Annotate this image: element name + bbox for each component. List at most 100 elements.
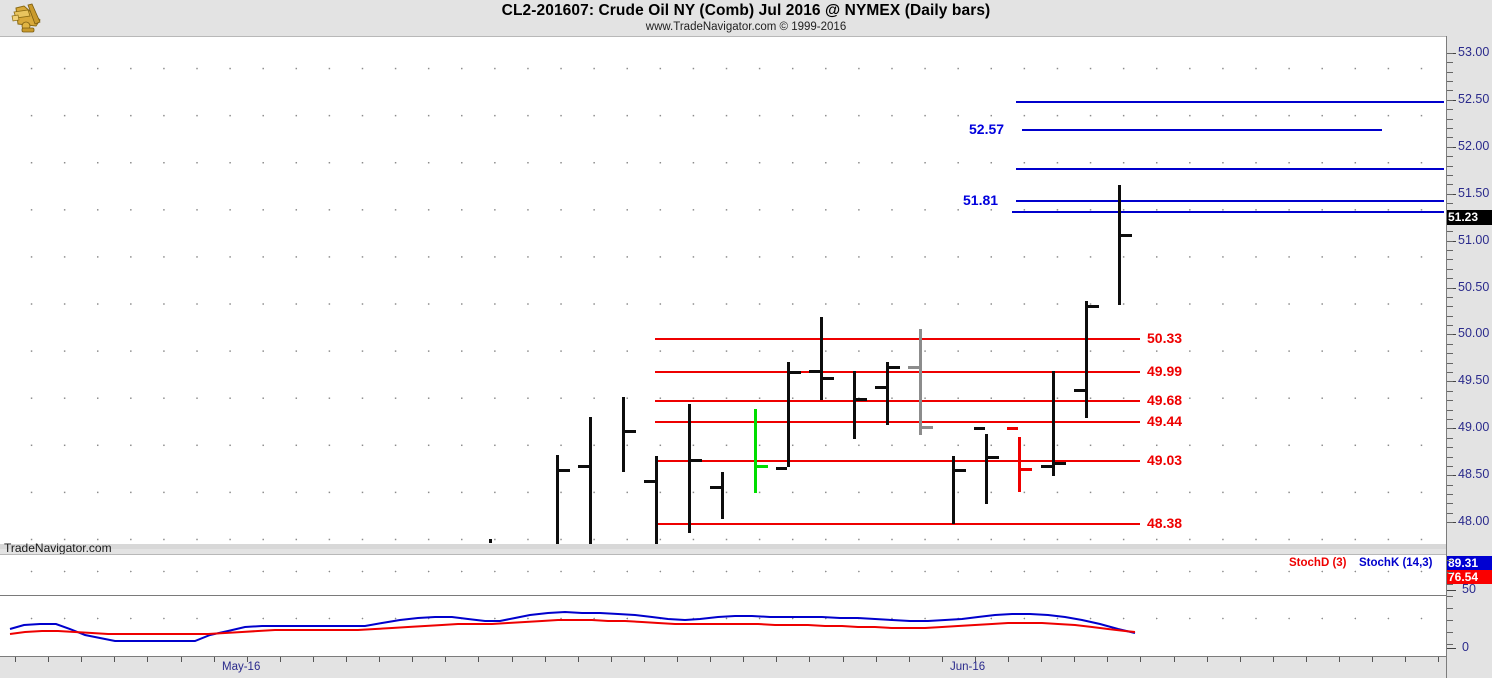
- price-axis-minor-tick: [1447, 156, 1453, 158]
- price-level-line[interactable]: [1016, 168, 1444, 170]
- bar-close-tick: [625, 430, 636, 434]
- watermark-label: TradeNavigator.com: [4, 541, 112, 555]
- stochastic-axis-minor-tick: [1447, 572, 1453, 573]
- bar-close-tick: [1121, 234, 1132, 238]
- date-axis-tick: [214, 657, 215, 662]
- price-axis-label: 52.50: [1458, 91, 1490, 106]
- date-axis-tick: [280, 657, 281, 662]
- ohlc-bar[interactable]: [974, 426, 1009, 505]
- bar-range: [721, 471, 724, 519]
- bar-range: [589, 417, 592, 545]
- price-axis-minor-tick: [1447, 118, 1453, 120]
- price-level-line[interactable]: [655, 421, 1140, 423]
- price-axis[interactable]: 53.00 52.50 52.00 51.50 51.00 50.50 50.00 49.50…: [1446, 36, 1492, 656]
- price-axis-minor-tick: [1447, 353, 1453, 355]
- ohlc-bar[interactable]: [556, 454, 580, 544]
- ohlc-bar[interactable]: [1118, 185, 1142, 305]
- ohlc-bar[interactable]: [776, 361, 811, 470]
- date-axis-tick: [114, 657, 115, 662]
- date-axis-tick: [412, 657, 413, 662]
- price-axis-minor-tick: [1447, 334, 1453, 336]
- price-axis-minor-tick: [1447, 372, 1453, 374]
- bar-range: [556, 454, 559, 544]
- stochastic-axis-minor-tick: [1447, 596, 1453, 597]
- ohlc-bar[interactable]: [853, 371, 877, 439]
- price-axis-minor-tick: [1447, 400, 1453, 402]
- price-level-line[interactable]: [1016, 200, 1444, 202]
- price-axis-minor-tick: [1447, 287, 1453, 289]
- ohlc-bar[interactable]: [1007, 426, 1042, 493]
- ohlc-bar[interactable]: [578, 417, 613, 545]
- price-pane[interactable]: 52.8652.5752.1551.8151.6950.3349.9949.68…: [0, 36, 1486, 549]
- stoch-d-value-box: 76.54: [1447, 570, 1492, 584]
- bar-range: [1118, 185, 1121, 305]
- price-axis-minor-tick: [1447, 240, 1453, 242]
- price-axis-minor-tick: [1447, 437, 1453, 439]
- price-level-line[interactable]: [1022, 129, 1382, 131]
- price-level-line[interactable]: [655, 400, 1140, 402]
- price-axis-minor-tick: [1447, 259, 1453, 261]
- ohlc-bar[interactable]: [1074, 300, 1109, 419]
- stochastic-axis-minor-tick: [1447, 608, 1453, 609]
- bar-open-tick: [1074, 388, 1085, 392]
- stochastic-pane[interactable]: StochD (3) StochK (14,3): [0, 554, 1446, 656]
- stochastic-axis-label: 50: [1462, 582, 1476, 596]
- price-axis-minor-tick: [1447, 90, 1453, 92]
- date-axis-tick: [81, 657, 82, 662]
- bar-open-tick: [578, 465, 589, 469]
- ohlc-bar[interactable]: [489, 539, 513, 543]
- date-axis-tick: [611, 657, 612, 662]
- date-axis-tick: [147, 657, 148, 662]
- price-axis-minor-tick: [1447, 250, 1453, 251]
- date-axis-tick: [942, 657, 943, 662]
- stochastic-axis-label: 0: [1462, 640, 1469, 654]
- price-axis-minor-tick: [1447, 503, 1453, 505]
- date-axis-tick: [1140, 657, 1141, 662]
- price-axis-minor-tick: [1447, 71, 1453, 73]
- bar-open-tick: [1007, 426, 1018, 430]
- date-axis-tick: [1339, 657, 1340, 662]
- ohlc-bar[interactable]: [952, 455, 976, 525]
- date-axis-label: May-16: [222, 661, 261, 673]
- last-price-box: 51.23: [1447, 210, 1492, 225]
- date-axis-tick: [15, 657, 16, 662]
- price-level-line[interactable]: [655, 338, 1140, 340]
- ohlc-bar[interactable]: [710, 471, 745, 519]
- bar-open-tick: [809, 370, 820, 374]
- date-axis-tick: [843, 657, 844, 662]
- ohlc-bar[interactable]: [875, 361, 910, 425]
- price-level-line[interactable]: [1012, 211, 1444, 213]
- price-level-line[interactable]: [655, 460, 1140, 462]
- date-axis[interactable]: May-16 Jun-16: [0, 656, 1446, 678]
- price-axis-minor-tick: [1447, 193, 1453, 195]
- price-axis-minor-tick: [1447, 137, 1453, 139]
- stochastic-axis-minor-tick: [1447, 560, 1453, 561]
- ohlc-bar[interactable]: [908, 328, 943, 435]
- ohlc-bar[interactable]: [622, 396, 646, 472]
- bar-range: [688, 404, 691, 533]
- bar-range: [919, 328, 922, 435]
- price-axis-label: 49.00: [1458, 420, 1490, 435]
- price-axis-minor-tick: [1447, 475, 1453, 477]
- ohlc-bar[interactable]: [809, 316, 844, 401]
- ohlc-bar[interactable]: [1041, 371, 1076, 477]
- bar-close-tick: [922, 425, 933, 429]
- price-level-line[interactable]: [1016, 101, 1444, 103]
- price-axis-minor-tick: [1447, 447, 1453, 449]
- price-axis-minor-tick: [1447, 231, 1453, 233]
- ohlc-bar[interactable]: [688, 404, 712, 533]
- price-level-line[interactable]: [655, 371, 1140, 373]
- price-level-label: 52.57: [969, 121, 1005, 137]
- ohlc-bar[interactable]: [644, 455, 679, 546]
- stochastic-axis-tick: [1447, 648, 1456, 649]
- price-axis-minor-tick: [1447, 184, 1453, 186]
- price-level-line[interactable]: [655, 523, 1140, 525]
- stochastic-axis-minor-tick: [1447, 644, 1453, 645]
- date-axis-tick: [644, 657, 645, 662]
- price-axis-minor-tick: [1447, 306, 1453, 308]
- price-axis-minor-tick: [1447, 203, 1453, 205]
- price-axis-minor-tick: [1447, 465, 1453, 467]
- price-level-label: 51.81: [963, 192, 999, 208]
- ohlc-bar[interactable]: [754, 408, 778, 494]
- date-axis-tick: [710, 657, 711, 662]
